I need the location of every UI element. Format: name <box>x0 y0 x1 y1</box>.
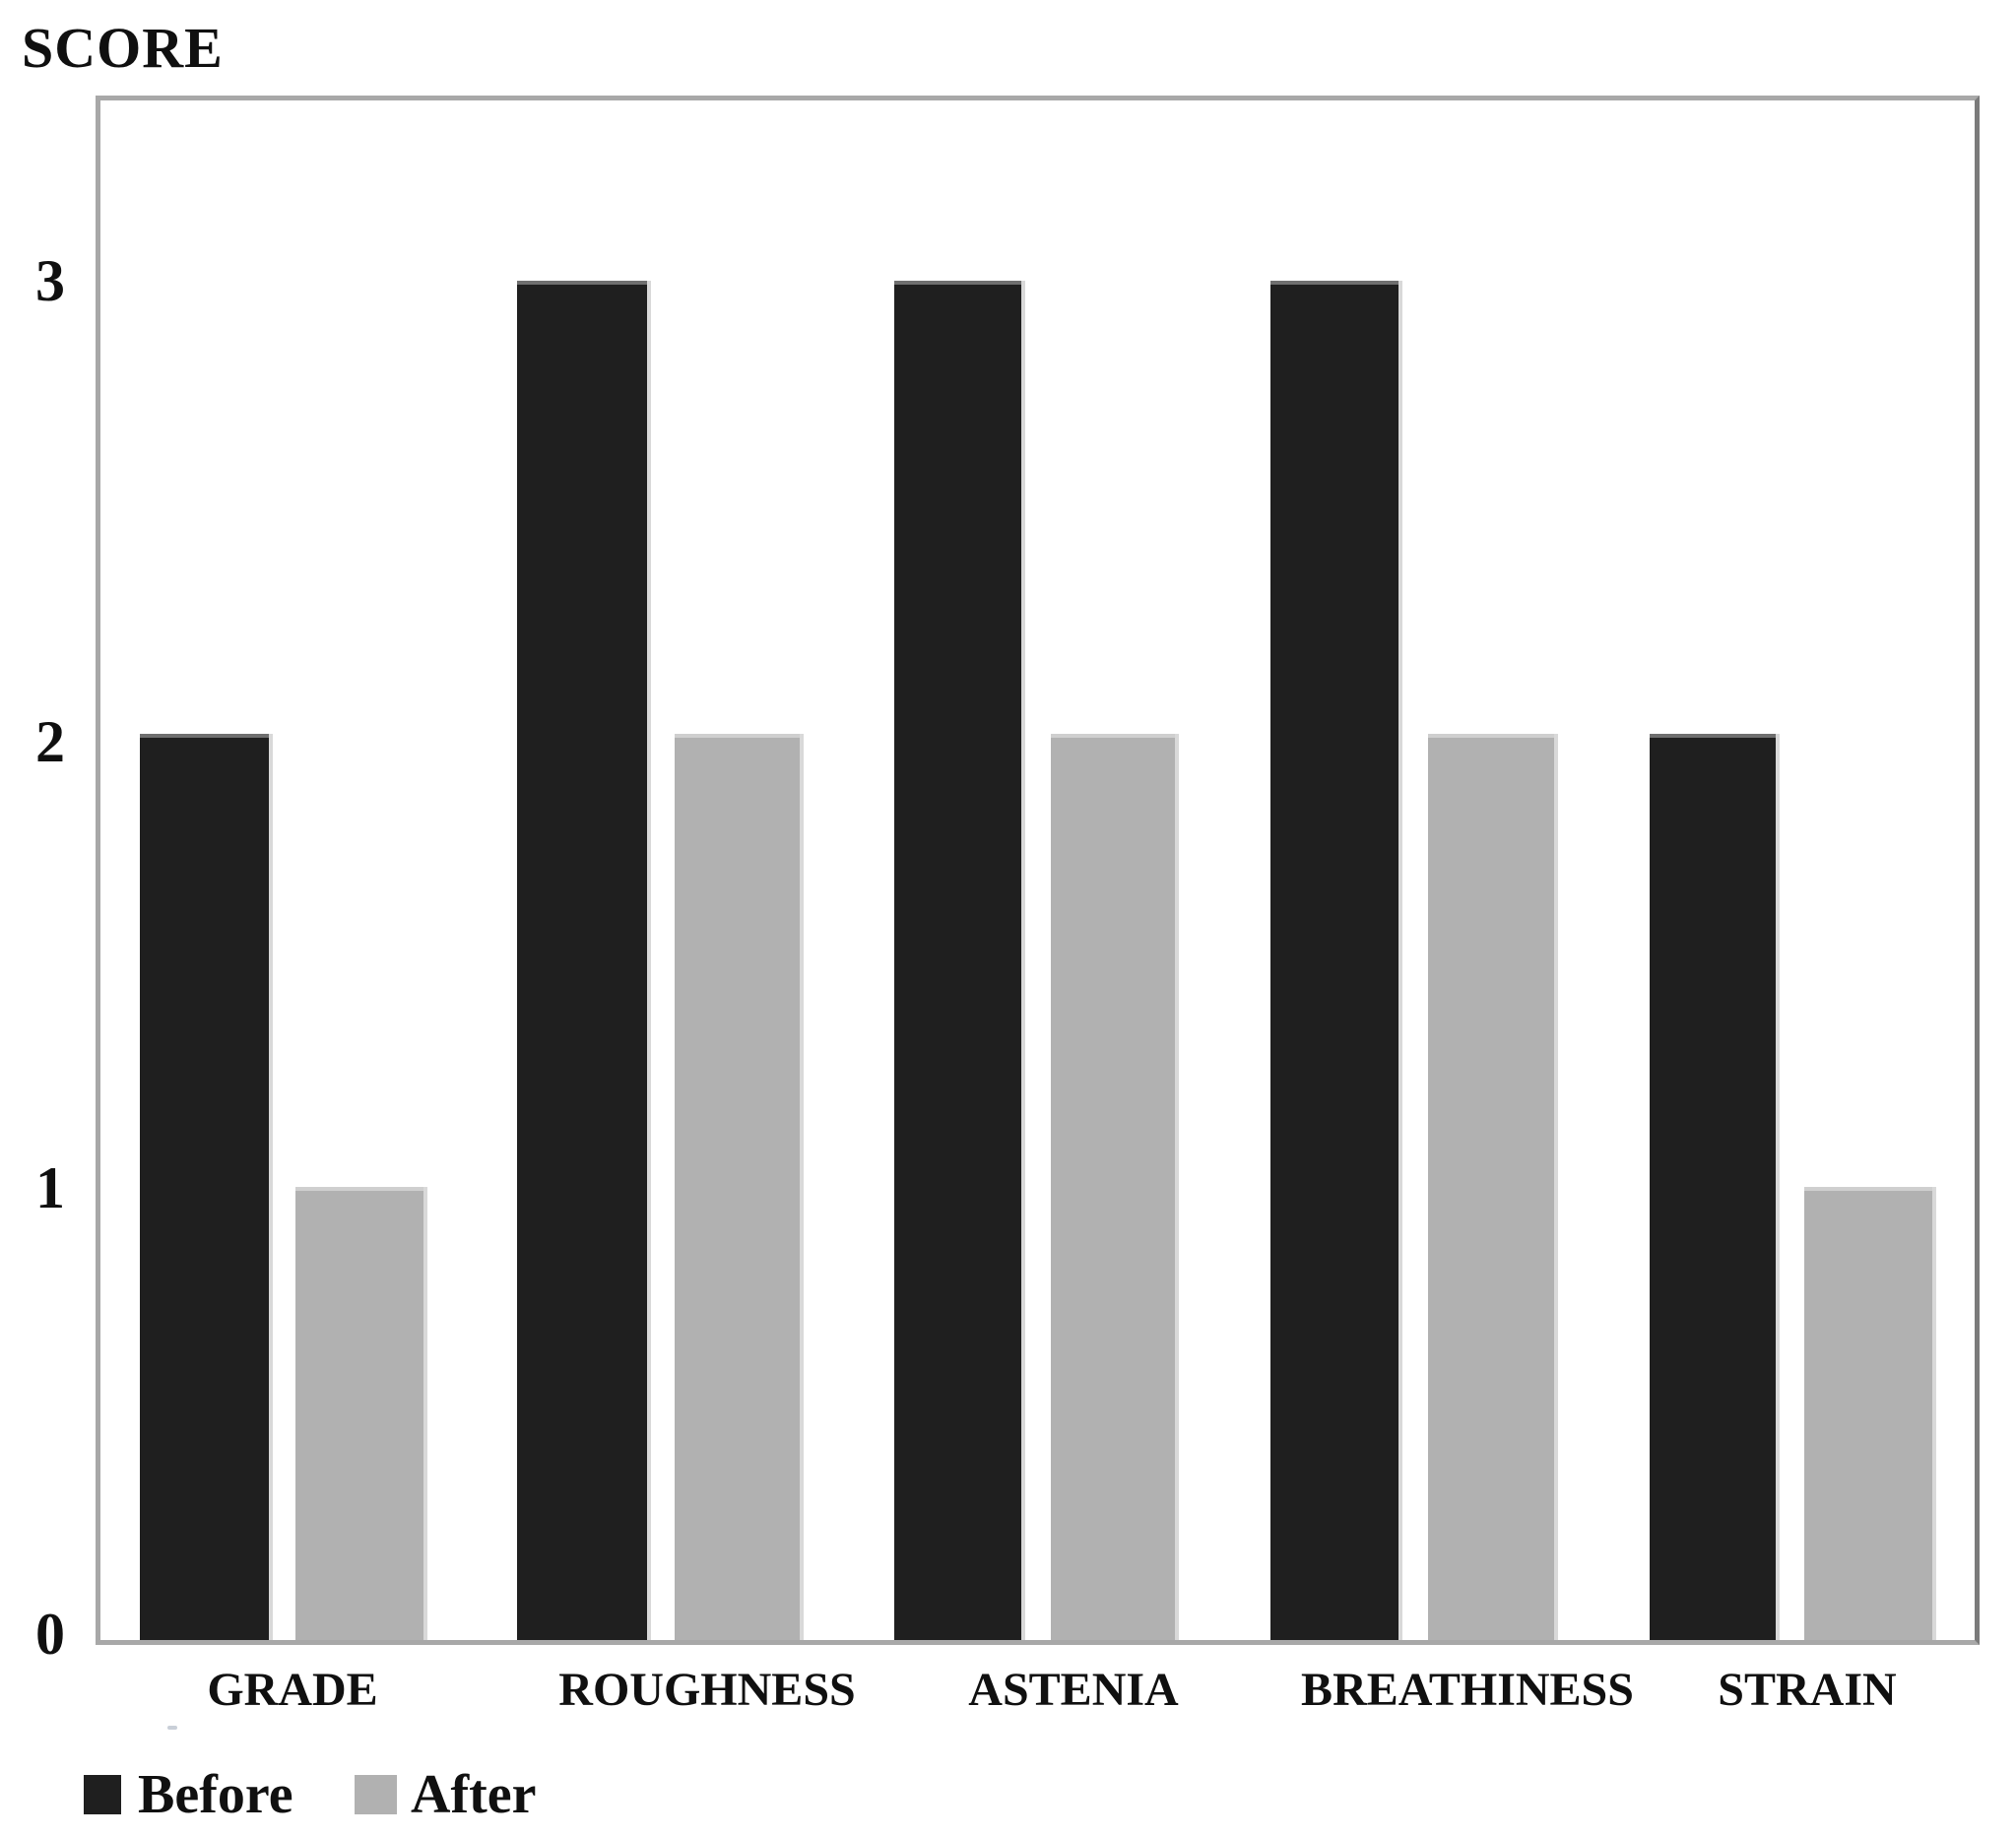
x-category-label-roughness: ROUGHNESS <box>558 1664 856 1716</box>
bar-before-breathiness <box>1270 281 1398 1640</box>
legend-swatch-before <box>84 1775 121 1814</box>
y-tick-label-2: 2 <box>35 709 65 774</box>
x-category-label-astenia: ASTENIA <box>968 1664 1179 1716</box>
legend-label-after: After <box>411 1764 537 1825</box>
x-category-label-strain: STRAIN <box>1718 1664 1897 1716</box>
bar-before-grade <box>140 734 269 1640</box>
bar-after-grade <box>295 1187 423 1640</box>
bar-after-roughness <box>675 734 800 1640</box>
y-tick-label-3: 3 <box>35 248 65 313</box>
y-tick-label-1: 1 <box>35 1155 65 1220</box>
bar-after-breathiness <box>1428 734 1554 1640</box>
plot-area <box>96 96 1980 1645</box>
bar-after-astenia <box>1051 734 1175 1640</box>
bar-before-roughness <box>517 281 647 1640</box>
y-axis-title: SCORE <box>22 16 224 80</box>
bar-before-astenia <box>894 281 1021 1640</box>
bar-after-strain <box>1804 1187 1932 1640</box>
bar-before-strain <box>1650 734 1776 1640</box>
scan-artifact-dot <box>167 1726 177 1730</box>
legend-label-before: Before <box>138 1764 293 1825</box>
legend-swatch-after <box>355 1775 397 1814</box>
x-category-label-grade: GRADE <box>207 1664 378 1716</box>
x-category-label-breathiness: BREATHINESS <box>1301 1664 1634 1716</box>
y-tick-label-0: 0 <box>35 1602 65 1667</box>
